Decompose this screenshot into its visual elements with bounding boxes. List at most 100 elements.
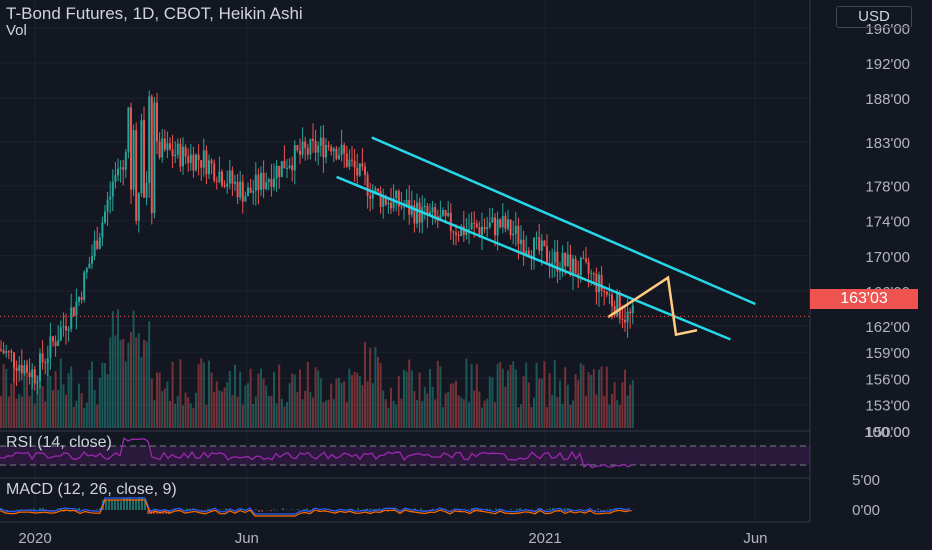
candle-body <box>215 180 218 182</box>
volume-bar <box>262 378 265 428</box>
candle-body <box>23 365 26 374</box>
candle-body <box>96 240 99 249</box>
volume-bar <box>483 400 486 428</box>
volume-bar <box>265 385 268 428</box>
candle-body <box>470 222 473 230</box>
volume-bar <box>564 367 567 428</box>
volume-bar <box>7 396 10 428</box>
volume-bar <box>135 337 138 428</box>
candle-body <box>483 226 486 230</box>
candle-body <box>460 226 463 236</box>
candle-body <box>543 240 546 247</box>
candle-body <box>293 145 296 171</box>
volume-bar <box>109 337 112 428</box>
volume-bar <box>374 347 377 428</box>
volume-bar <box>457 395 460 428</box>
macd-histogram-bar <box>366 508 368 510</box>
macd-histogram-bar <box>117 500 119 510</box>
candle-body <box>387 202 390 205</box>
macd-histogram-bar <box>282 508 284 510</box>
macd-histogram-bar <box>255 509 257 510</box>
x-tick-label: Jun <box>743 530 767 547</box>
macd-histogram-bar <box>105 500 107 510</box>
candle-body <box>65 326 67 331</box>
candle-body <box>52 336 54 342</box>
candle-body <box>405 199 408 207</box>
candle-body <box>364 166 366 175</box>
candle-body <box>46 358 49 363</box>
volume-bar <box>317 370 320 428</box>
volume-bar <box>20 396 23 428</box>
candle-body <box>535 237 538 239</box>
macd-histogram-bar <box>57 508 59 510</box>
volume-bar <box>28 396 31 428</box>
currency-button[interactable]: USD <box>836 6 912 28</box>
volume-bar <box>371 383 374 428</box>
volume-bar <box>83 407 86 428</box>
candle-body <box>598 274 600 293</box>
candle-body <box>423 205 426 208</box>
candle-body <box>348 159 351 167</box>
macd-histogram-bar <box>570 510 572 512</box>
candle-body <box>197 154 200 161</box>
candle-body <box>525 250 528 254</box>
axes: 196'00 192'00 188'00 183'00 178'00 174'00 170'… <box>18 21 910 547</box>
volume-bar <box>351 375 353 428</box>
candle-body <box>132 130 135 190</box>
candle-body <box>33 369 36 384</box>
rsi-label: RSI (14, close) <box>6 434 112 451</box>
candle-body <box>564 252 567 267</box>
price-tick-label: 153'00 <box>865 398 910 415</box>
macd-label: MACD (12, 26, close, 9) <box>6 481 177 498</box>
candle-body <box>59 327 62 341</box>
candle-body <box>577 273 580 276</box>
rsi-line <box>0 437 633 469</box>
candle-body <box>486 227 489 230</box>
volume-bar <box>145 341 148 428</box>
candle-body <box>213 163 216 181</box>
volume-bar <box>213 391 216 428</box>
candle-body <box>106 199 109 212</box>
volume-bar <box>252 403 255 428</box>
volume-bar <box>140 357 143 428</box>
volume-bar <box>444 393 447 428</box>
candle-body <box>135 130 138 221</box>
volume-bar <box>161 391 164 428</box>
candle-body <box>452 231 455 233</box>
candle-body <box>15 367 18 371</box>
volume-bar <box>286 402 288 428</box>
volume-bar <box>608 404 611 428</box>
macd-histogram-bar <box>291 509 293 510</box>
candle-body <box>36 381 39 384</box>
macd-histogram-bar <box>459 510 461 512</box>
candle-body <box>582 258 585 260</box>
macd-histogram-bar <box>486 508 488 510</box>
price-tick-label: 170'00 <box>865 249 910 266</box>
candle-body <box>397 190 400 207</box>
candle-body <box>231 170 234 184</box>
macd-histogram-bar <box>411 510 413 512</box>
volume-bar <box>358 376 361 428</box>
volume-bar <box>579 363 582 428</box>
candle-body <box>403 206 405 208</box>
volume-bar <box>49 375 52 428</box>
candle-body <box>330 146 333 152</box>
volume-bar <box>278 364 281 428</box>
volume-bar <box>387 407 390 428</box>
volume-bar <box>143 339 145 428</box>
candle-body <box>301 141 304 155</box>
candle-body <box>140 120 143 194</box>
volume-bar <box>413 390 416 428</box>
candle-body <box>109 196 112 200</box>
candle-body <box>67 328 70 331</box>
volume-bar <box>10 383 13 428</box>
candle-body <box>202 150 205 168</box>
macd-histogram-bar <box>219 509 221 510</box>
candle-body <box>322 137 325 158</box>
volume-bar <box>104 363 106 428</box>
candle-body <box>377 188 379 192</box>
candle-body <box>122 167 125 170</box>
candle-body <box>395 190 398 199</box>
volume-bar <box>33 403 36 428</box>
volume-bar <box>559 380 561 428</box>
